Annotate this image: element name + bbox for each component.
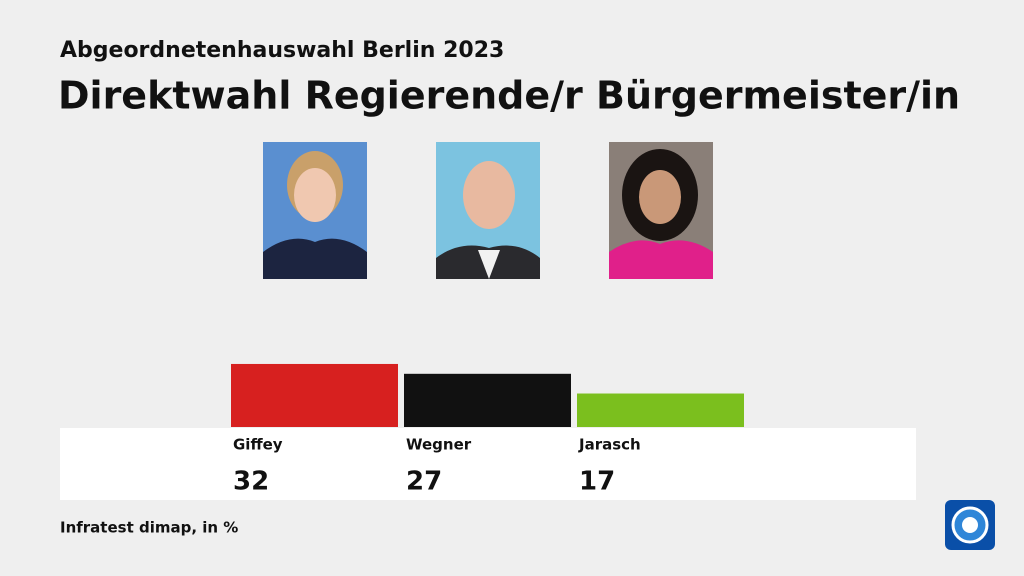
bar <box>231 363 398 427</box>
label-band <box>60 428 916 500</box>
value-label: 32 <box>233 467 269 497</box>
chart-title: Direktwahl Regierende/r Bürgermeister/in <box>58 74 960 118</box>
bar <box>404 373 571 427</box>
value-label: 17 <box>579 467 615 497</box>
source-note: Infratest dimap, in % <box>60 519 238 537</box>
chart-subtitle: Abgeordnetenhauswahl Berlin 2023 <box>60 38 504 63</box>
category-label: Giffey <box>233 436 283 454</box>
photo <box>609 142 713 279</box>
value-label: 27 <box>406 467 442 497</box>
photo <box>436 142 540 279</box>
category-label: Jarasch <box>578 436 641 454</box>
logo <box>945 500 995 550</box>
category-label: Wegner <box>406 436 472 454</box>
photo <box>263 142 367 279</box>
bar <box>577 393 744 427</box>
